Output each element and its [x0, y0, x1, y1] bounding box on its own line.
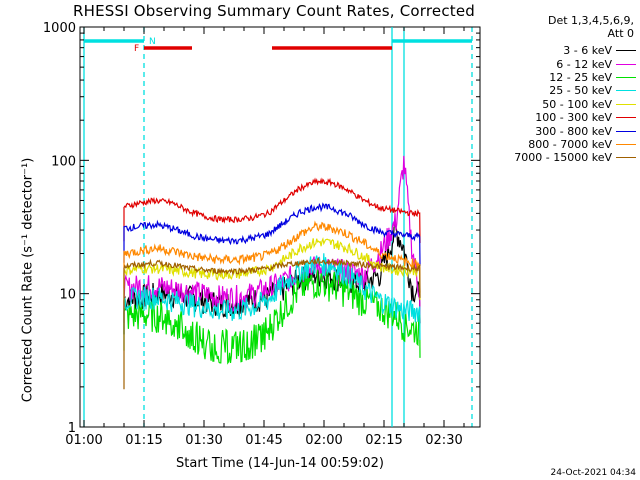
legend-label: 25 - 50 keV	[549, 84, 612, 98]
legend-swatch	[616, 103, 636, 105]
legend-swatch	[616, 117, 636, 119]
series-line-6	[123, 177, 421, 244]
series-group	[123, 155, 421, 390]
legend-label: 800 - 7000 keV	[528, 137, 612, 151]
legend-item: 6 - 12 keV	[484, 57, 636, 71]
generation-timestamp: 24-Oct-2021 04:34	[550, 468, 636, 478]
legend-swatch	[616, 157, 636, 159]
legend-item: 300 - 800 keV	[484, 124, 636, 138]
legend-header-detectors: Det 1,3,4,5,6,9,	[547, 14, 634, 27]
legend-label: 100 - 300 keV	[535, 111, 612, 125]
legend-item: 12 - 25 keV	[484, 71, 636, 84]
y-tick-label: 100	[51, 154, 76, 169]
y-axis-label: Corrected Count Rate (s⁻¹ detector⁻¹)	[20, 157, 36, 403]
series-line-8	[123, 220, 421, 293]
legend-swatch	[616, 90, 636, 92]
x-axis-label: Start Time (14-Jun-14 00:59:02)	[176, 456, 384, 471]
legend-item: 3 - 6 keV	[484, 44, 636, 57]
legend-label: 12 - 25 keV	[549, 70, 612, 84]
y-tick-label: 1	[68, 421, 76, 436]
legend-label: 7000 - 15000 keV	[514, 151, 612, 165]
x-tick-label: 01:30	[185, 433, 222, 448]
legend-item: 800 - 7000 keV	[484, 138, 636, 151]
legend-item: 25 - 50 keV	[484, 84, 636, 97]
series-line-5	[123, 237, 421, 305]
legend-item: 50 - 100 keV	[484, 98, 636, 111]
x-tick-label: 01:00	[65, 433, 102, 448]
legend-swatch	[616, 130, 636, 132]
legend-swatch	[616, 143, 636, 145]
flag-bars: NF	[84, 37, 472, 54]
x-tick-label: 02:15	[365, 433, 402, 448]
legend-swatch	[616, 63, 636, 65]
plot-frame	[79, 26, 481, 428]
flare-flag-label: F	[134, 44, 139, 54]
y-tick-label: 10	[59, 288, 76, 303]
series-line-7	[123, 202, 421, 266]
legend-header-attenuator: Att 0	[607, 27, 634, 40]
y-tick-label: 1000	[43, 21, 76, 36]
legend: 3 - 6 keV 6 - 12 keV 12 - 25 keV 25 - 50 ke…	[484, 44, 636, 165]
night-flag-label: N	[149, 37, 156, 47]
series-line-3	[123, 269, 421, 365]
legend-label: 300 - 800 keV	[535, 124, 612, 138]
x-tick-label: 02:30	[425, 433, 462, 448]
legend-item: 100 - 300 keV	[484, 111, 636, 124]
legend-label: 3 - 6 keV	[563, 44, 612, 58]
legend-label: 6 - 12 keV	[556, 57, 612, 71]
legend-item: 7000 - 15000 keV	[484, 151, 636, 164]
series-line-9	[123, 257, 421, 390]
axes: 01:00 01:15 01:30 01:45 02:00 02:15 02:30 1 10 10…	[43, 21, 480, 448]
series-line-4	[123, 253, 421, 340]
x-tick-label: 01:45	[245, 433, 282, 448]
x-tick-label: 02:00	[305, 433, 342, 448]
legend-label: 50 - 100 keV	[542, 97, 612, 111]
x-tick-label: 01:15	[125, 433, 162, 448]
chart-title: RHESSI Observing Summary Count Rates, Co…	[72, 2, 475, 20]
legend-swatch	[616, 76, 636, 78]
legend-swatch	[616, 50, 636, 52]
